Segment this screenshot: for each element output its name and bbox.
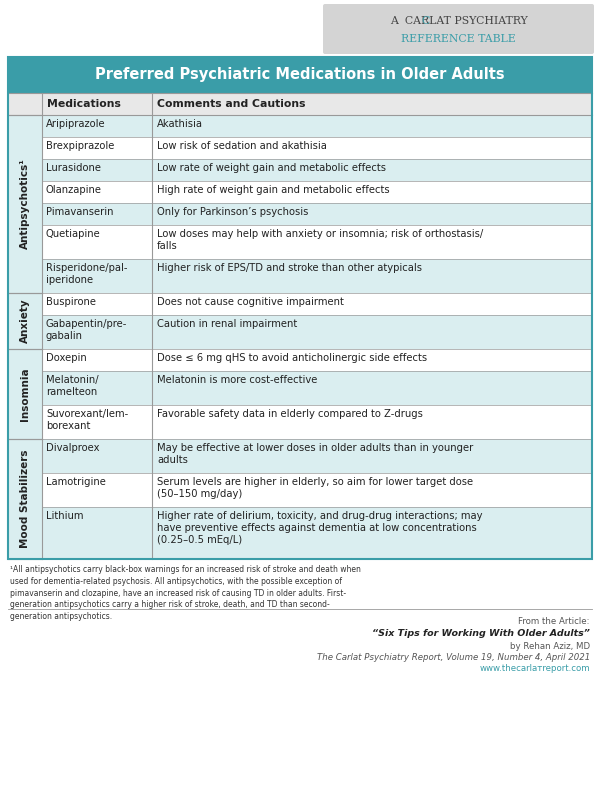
- Text: ¹All antipsychotics carry black-box warnings for an increased risk of stroke and: ¹All antipsychotics carry black-box warn…: [10, 565, 361, 621]
- Bar: [42, 259, 592, 293]
- Bar: [42, 473, 592, 507]
- Text: Pimavanserin: Pimavanserin: [46, 207, 113, 217]
- Bar: [8, 439, 42, 559]
- Bar: [8, 93, 592, 115]
- Bar: [8, 57, 592, 559]
- Text: Dose ≤ 6 mg qHS to avoid anticholinergic side effects: Dose ≤ 6 mg qHS to avoid anticholinergic…: [157, 353, 427, 363]
- Bar: [8, 349, 42, 439]
- Bar: [42, 349, 592, 371]
- Text: Buspirone: Buspirone: [46, 297, 96, 307]
- Text: The Carlat Psychiatry Report, Volume 19, Number 4, April 2021: The Carlat Psychiatry Report, Volume 19,…: [317, 653, 590, 662]
- Bar: [42, 181, 592, 203]
- Text: From the Article:: From the Article:: [518, 617, 590, 626]
- Text: Lithium: Lithium: [46, 511, 83, 521]
- Text: by Rehan Aziz, MD: by Rehan Aziz, MD: [510, 642, 590, 651]
- Text: Olanzapine: Olanzapine: [46, 185, 102, 195]
- Text: Akathisia: Akathisia: [157, 119, 203, 129]
- Text: Caution in renal impairment: Caution in renal impairment: [157, 319, 297, 329]
- Text: Doxepin: Doxepin: [46, 353, 87, 363]
- Bar: [8, 293, 42, 349]
- Text: Suvorexant/lem-
borexant: Suvorexant/lem- borexant: [46, 409, 128, 431]
- Bar: [42, 115, 592, 137]
- Text: “Six Tips for Working With Older Adults”: “Six Tips for Working With Older Adults”: [372, 629, 590, 638]
- Text: Mood Stabilizers: Mood Stabilizers: [20, 450, 30, 548]
- Bar: [42, 439, 592, 473]
- Text: Divalproex: Divalproex: [46, 443, 100, 453]
- Text: Comments and Cautions: Comments and Cautions: [157, 99, 305, 109]
- Text: Brexpiprazole: Brexpiprazole: [46, 141, 115, 151]
- Bar: [42, 293, 592, 315]
- Text: Insomnia: Insomnia: [20, 367, 30, 421]
- Text: Low doses may help with anxiety or insomnia; risk of orthostasis/
falls: Low doses may help with anxiety or insom…: [157, 229, 483, 251]
- Text: REFERENCE TABLE: REFERENCE TABLE: [401, 34, 516, 44]
- Text: Risperidone/pal-
iperidone: Risperidone/pal- iperidone: [46, 263, 128, 285]
- Bar: [8, 115, 42, 293]
- Text: Medications: Medications: [47, 99, 121, 109]
- Text: C: C: [422, 15, 430, 26]
- Text: Low rate of weight gain and metabolic effects: Low rate of weight gain and metabolic ef…: [157, 163, 386, 173]
- Text: www.thecarlатreport.com: www.thecarlатreport.com: [479, 664, 590, 673]
- Bar: [42, 405, 592, 439]
- Text: Serum levels are higher in elderly, so aim for lower target dose
(50–150 mg/day): Serum levels are higher in elderly, so a…: [157, 477, 473, 499]
- Text: Only for Parkinson’s psychosis: Only for Parkinson’s psychosis: [157, 207, 308, 217]
- Bar: [42, 315, 592, 349]
- FancyBboxPatch shape: [323, 4, 594, 54]
- Text: A  CARLAT PSYCHIATRY: A CARLAT PSYCHIATRY: [389, 15, 527, 26]
- Text: Preferred Psychiatric Medications in Older Adults: Preferred Psychiatric Medications in Old…: [95, 67, 505, 83]
- Text: Low risk of sedation and akathisia: Low risk of sedation and akathisia: [157, 141, 327, 151]
- Bar: [42, 137, 592, 159]
- Bar: [42, 371, 592, 405]
- Text: Higher rate of delirium, toxicity, and drug-drug interactions; may
have preventi: Higher rate of delirium, toxicity, and d…: [157, 511, 482, 545]
- Text: High rate of weight gain and metabolic effects: High rate of weight gain and metabolic e…: [157, 185, 389, 195]
- Bar: [8, 57, 592, 93]
- Bar: [42, 203, 592, 225]
- Text: May be effective at lower doses in older adults than in younger
adults: May be effective at lower doses in older…: [157, 443, 473, 465]
- Text: Antipsychotics¹: Antipsychotics¹: [20, 159, 30, 249]
- Bar: [42, 159, 592, 181]
- Text: Anxiety: Anxiety: [20, 298, 30, 343]
- Text: Gabapentin/pre-
gabalin: Gabapentin/pre- gabalin: [46, 319, 127, 341]
- Text: Lamotrigine: Lamotrigine: [46, 477, 106, 487]
- Text: Melatonin is more cost-effective: Melatonin is more cost-effective: [157, 375, 317, 385]
- Text: Quetiapine: Quetiapine: [46, 229, 101, 239]
- Bar: [42, 225, 592, 259]
- Text: Higher risk of EPS/TD and stroke than other atypicals: Higher risk of EPS/TD and stroke than ot…: [157, 263, 422, 273]
- Bar: [42, 507, 592, 559]
- Text: Favorable safety data in elderly compared to Z-drugs: Favorable safety data in elderly compare…: [157, 409, 423, 419]
- Text: Does not cause cognitive impairment: Does not cause cognitive impairment: [157, 297, 344, 307]
- Text: Aripiprazole: Aripiprazole: [46, 119, 106, 129]
- Text: Lurasidone: Lurasidone: [46, 163, 101, 173]
- Text: Melatonin/
ramelteon: Melatonin/ ramelteon: [46, 375, 98, 397]
